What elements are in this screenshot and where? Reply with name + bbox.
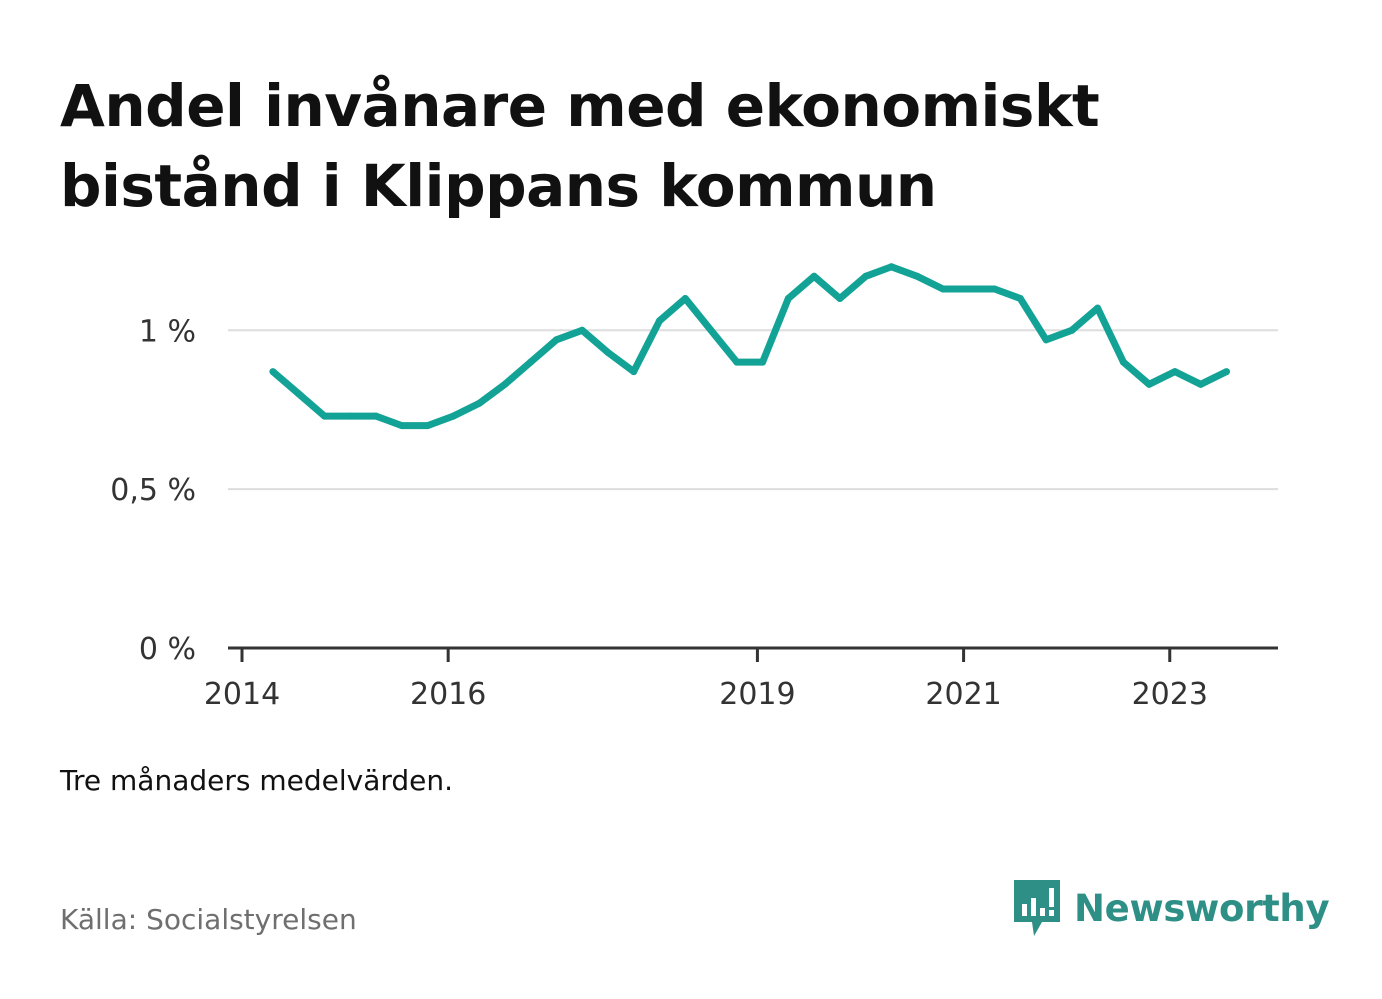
data-point [991, 285, 998, 293]
data-point [913, 272, 921, 280]
data-point [346, 412, 354, 420]
data-point [449, 412, 457, 420]
data-point [269, 368, 277, 376]
data-point [424, 422, 432, 430]
data-point [681, 295, 689, 302]
x-axis-labels: 2014 2016 2019 2021 2023 [204, 677, 1208, 712]
source-credit: Källa: Socialstyrelsen [60, 903, 357, 936]
series-layer [269, 263, 1230, 430]
data-point [295, 390, 303, 398]
y-tick-label: 1 % [139, 314, 196, 349]
data-point [1016, 295, 1024, 302]
data-point [656, 317, 663, 325]
data-point [604, 349, 612, 356]
y-tick-label: 0,5 % [110, 473, 196, 508]
brand-logo: Newsworthy [1012, 878, 1330, 938]
x-tick-label: 2023 [1132, 677, 1208, 712]
data-point [1119, 358, 1127, 366]
data-point [1042, 336, 1050, 344]
data-point [733, 358, 741, 366]
data-point [321, 412, 328, 420]
data-point [836, 295, 844, 302]
chart-note: Tre månaders medelvärden. [60, 764, 454, 797]
y-tick-label: 0 % [139, 632, 196, 667]
data-point [1171, 368, 1179, 376]
data-point [372, 412, 380, 420]
chart-title: Andel invånare med ekonomiskt bistånd i … [60, 72, 1100, 220]
y-axis-labels: 0 % 0,5 % 1 % [110, 314, 196, 667]
x-tick-label: 2014 [204, 677, 280, 712]
data-point [1223, 368, 1230, 376]
gridlines [228, 329, 1278, 491]
x-axis [228, 646, 1278, 662]
data-point [475, 399, 483, 407]
data-point [810, 272, 818, 280]
data-point [398, 422, 406, 430]
data-point [1197, 380, 1205, 388]
data-point [784, 295, 792, 302]
data-point [862, 272, 870, 280]
data-point [1145, 380, 1153, 388]
x-tick-label: 2021 [925, 677, 1001, 712]
data-point [501, 380, 509, 388]
data-point [578, 326, 586, 334]
data-point [552, 336, 560, 344]
data-point [887, 263, 895, 271]
data-point [1068, 326, 1076, 334]
x-tick-label: 2016 [410, 677, 486, 712]
data-point [939, 285, 947, 293]
series-line [270, 263, 1229, 430]
data-point [630, 368, 638, 376]
brand-name: Newsworthy [1074, 886, 1330, 930]
data-point [965, 285, 973, 293]
data-point [759, 358, 767, 366]
data-point [1094, 304, 1102, 312]
bar-chart-speech-bubble-icon [1014, 880, 1060, 936]
data-point [707, 326, 715, 334]
x-tick-label: 2019 [719, 677, 795, 712]
data-point [527, 358, 535, 366]
